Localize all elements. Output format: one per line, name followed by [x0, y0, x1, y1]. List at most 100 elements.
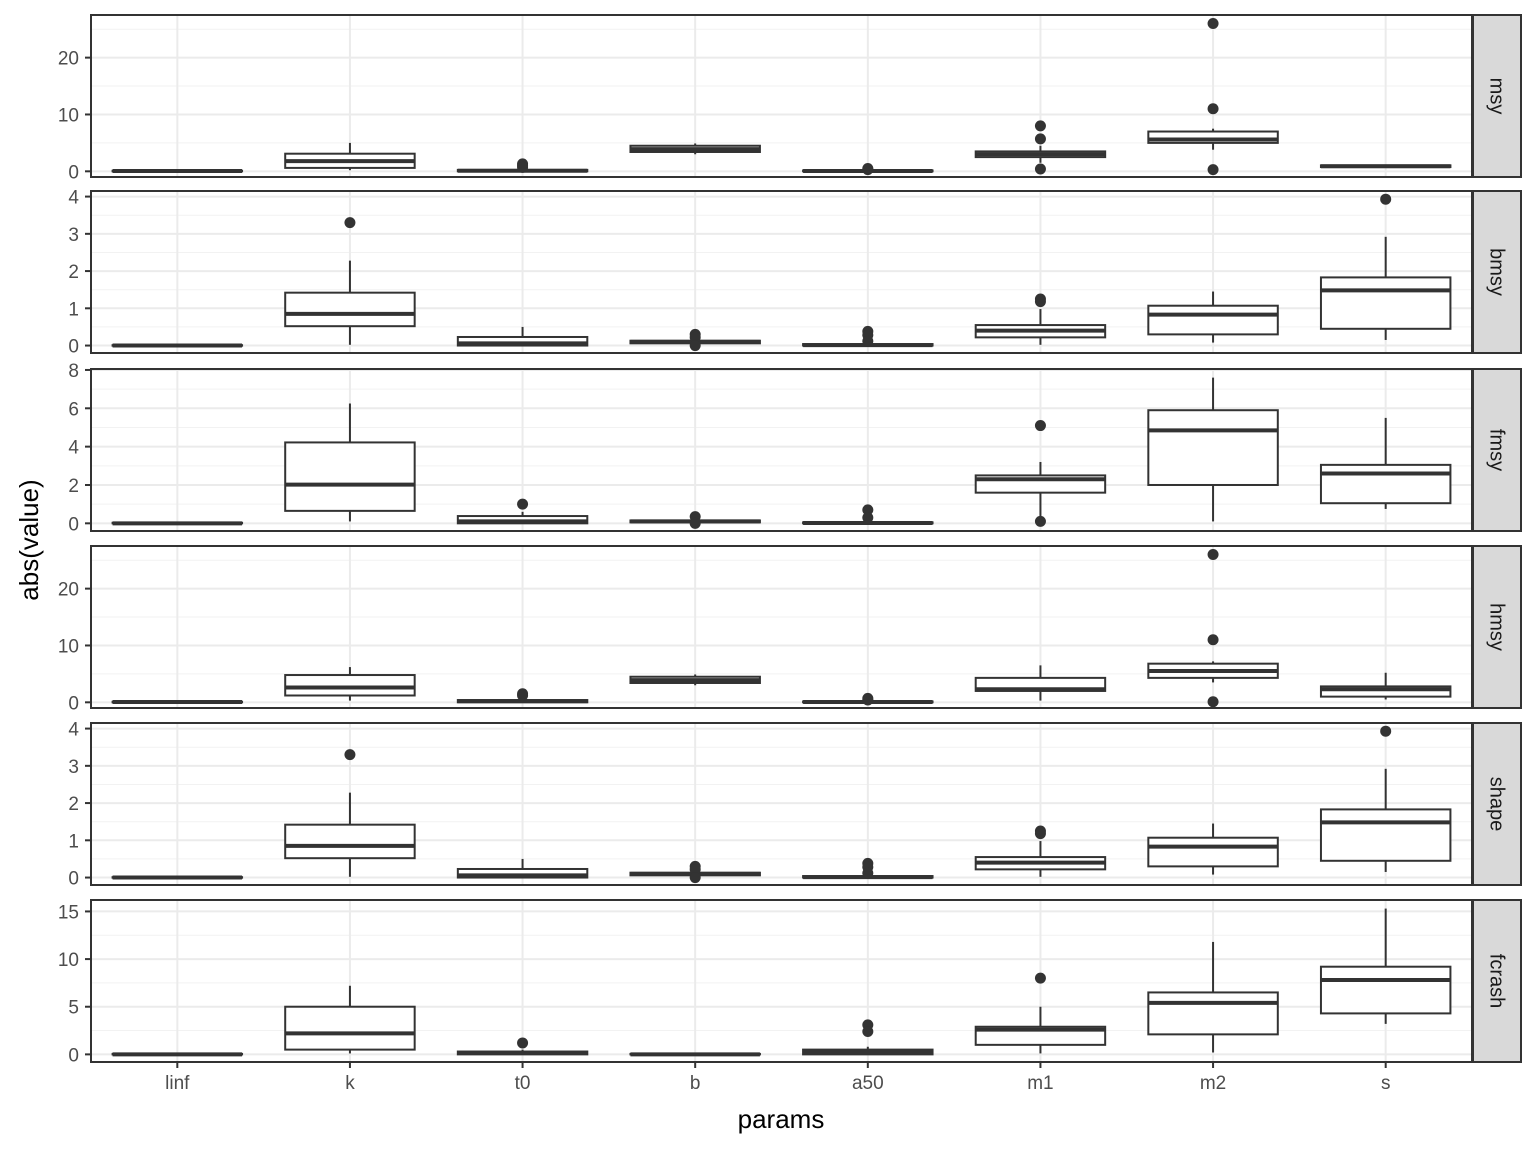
box-t0 [456, 498, 589, 525]
outlier-point [1034, 133, 1046, 145]
outlier-point [862, 694, 874, 706]
facet-panel-bmsy: 0 1 2 3 4 bmsy [68, 188, 1522, 358]
facet-strip-label: shape [1486, 777, 1508, 832]
outlier-point [862, 1026, 874, 1038]
box-a50 [802, 162, 934, 176]
y-tick-label: 2 [68, 476, 79, 497]
y-tick-label: 8 [68, 361, 79, 382]
outlier-point [1034, 163, 1046, 175]
outlier-point [689, 517, 701, 529]
box-body [284, 1005, 416, 1051]
box-body [1319, 685, 1452, 698]
facet-strip [1472, 190, 1522, 354]
box-s [1319, 417, 1452, 509]
facet-strip [1472, 722, 1522, 886]
box-a50 [802, 325, 934, 348]
y-tick-label: 0 [68, 869, 79, 890]
facet-strip [1472, 545, 1522, 709]
y-tick-label: 2 [68, 794, 79, 815]
box-s [1319, 193, 1452, 340]
outlier-point [1034, 828, 1046, 840]
box-linf [111, 1052, 244, 1057]
outlier-point [689, 863, 701, 875]
outlier-point [1034, 420, 1046, 432]
box-body [1147, 130, 1279, 144]
facet-strip [1472, 368, 1522, 532]
x-tick-label: t0 [515, 1073, 531, 1094]
box-s [1319, 672, 1452, 700]
y-tick-label: 0 [68, 693, 79, 714]
facet-panels: 0 10 20 msy 0 1 2 3 4 bmsy 0 2 4 6 8 fmsy 0 10 20 hmsy 0 1 2 3 4… [58, 14, 1522, 1066]
box-s [1319, 164, 1452, 169]
box-m1 [974, 825, 1107, 877]
y-tick-label: 6 [68, 399, 79, 420]
y-tick-label: 0 [68, 337, 79, 358]
x-tick-label: linf [165, 1073, 190, 1094]
outlier-point [862, 335, 874, 347]
box-k [284, 403, 416, 522]
box-a50 [802, 857, 934, 880]
outlier-point [517, 1037, 529, 1049]
facet-panel-fcrash: 0 5 10 15 fcrash [58, 899, 1522, 1066]
box-m2 [1147, 823, 1279, 875]
box-body [1319, 965, 1452, 1015]
x-tick-label: m1 [1027, 1073, 1053, 1094]
box-body [1319, 276, 1452, 330]
outlier-point [1207, 18, 1219, 30]
box-body [456, 867, 589, 879]
facet-panel-shape: 0 1 2 3 4 shape [68, 720, 1522, 890]
facet-strip-label: hmsy [1486, 603, 1508, 651]
y-tick-label: 2 [68, 262, 79, 283]
box-s [1319, 725, 1452, 872]
outlier-point [689, 331, 701, 343]
outlier-point [517, 498, 529, 510]
outlier-point [689, 340, 701, 352]
outlier-point [1207, 634, 1219, 646]
facet-strip-label: fcrash [1486, 954, 1508, 1008]
y-tick-label: 3 [68, 757, 79, 778]
box-k [284, 749, 416, 877]
outlier-point [1207, 164, 1219, 176]
facet-panel-fmsy: 0 2 4 6 8 fmsy [68, 361, 1522, 535]
box-m1 [974, 293, 1107, 345]
outlier-point [1034, 120, 1046, 132]
box-m2 [1147, 377, 1279, 522]
box-a50 [802, 1019, 934, 1056]
outlier-point [1034, 972, 1046, 984]
facet-strip-label: bmsy [1486, 248, 1508, 296]
box-t0 [456, 1037, 589, 1056]
box-m1 [974, 665, 1107, 701]
y-tick-label: 3 [68, 225, 79, 246]
outlier-point [1380, 193, 1392, 205]
box-b [629, 860, 761, 884]
box-linf [111, 521, 244, 526]
box-t0 [456, 688, 589, 704]
x-tick-label: s [1381, 1073, 1391, 1094]
facet-panel-msy: 0 10 20 msy [58, 14, 1522, 183]
facet-panel-hmsy: 0 10 20 hmsy [58, 545, 1522, 714]
box-linf [111, 700, 244, 705]
x-tick-label: m2 [1200, 1073, 1226, 1094]
box-m1 [974, 420, 1107, 527]
y-tick-label: 10 [58, 105, 79, 126]
outlier-point [862, 512, 874, 524]
box-m2 [1147, 941, 1279, 1053]
facet-strip [1472, 14, 1522, 178]
box-b [629, 328, 761, 352]
y-axis-title: abs(value) [14, 479, 44, 600]
outlier-point [1207, 696, 1219, 708]
box-b [629, 143, 761, 155]
box-body [284, 291, 416, 328]
outlier-point [862, 164, 874, 176]
outlier-point [1207, 549, 1219, 561]
box-k [284, 217, 416, 345]
box-body [1147, 304, 1279, 336]
box-linf [111, 343, 244, 348]
y-tick-label: 4 [68, 720, 79, 741]
y-tick-label: 4 [68, 438, 79, 459]
box-body [1319, 463, 1452, 505]
box-k [284, 667, 416, 701]
outlier-point [517, 161, 529, 173]
box-body [1147, 409, 1279, 486]
